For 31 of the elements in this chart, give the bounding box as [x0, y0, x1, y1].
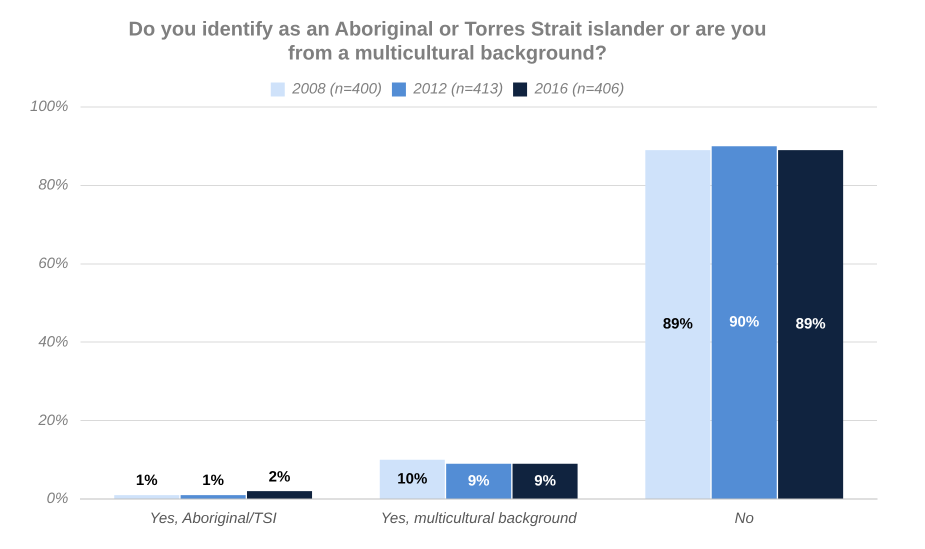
- y-tick-label: 0%: [46, 490, 68, 508]
- y-tick-label: 80%: [38, 176, 68, 194]
- bar: [180, 495, 246, 498]
- y-tick-label: 40%: [38, 333, 68, 350]
- bar: [446, 464, 512, 498]
- data-label: 9%: [468, 472, 490, 490]
- bar: [114, 495, 180, 498]
- data-label: 89%: [662, 315, 693, 332]
- data-label: 2%: [268, 468, 290, 486]
- y-tick-label: 60%: [38, 254, 68, 272]
- y-tick-label: 100%: [30, 98, 68, 116]
- x-tick-label: Yes, multicultural background: [380, 510, 578, 528]
- legend-label: 2008 (n=400): [291, 80, 382, 98]
- data-label: 10%: [397, 470, 428, 488]
- x-tick-label: Yes, Aboriginal/TSI: [150, 510, 277, 528]
- data-label: 89%: [796, 315, 826, 332]
- bar: [645, 150, 710, 498]
- data-label: 1%: [136, 472, 158, 490]
- bar: [512, 464, 578, 498]
- bar: [246, 491, 312, 498]
- bar: [778, 150, 844, 498]
- bar: [712, 146, 777, 498]
- legend-label: 2016 (n=406): [534, 80, 624, 98]
- y-tick-label: 20%: [37, 412, 68, 429]
- legend-label: 2012 (n=413): [412, 80, 504, 98]
- data-label: 1%: [202, 472, 224, 490]
- bar: [380, 460, 445, 498]
- data-label: 90%: [729, 313, 760, 330]
- data-label: 9%: [534, 472, 556, 490]
- x-tick-label: No: [734, 510, 754, 528]
- chart-title: Do you identify as an Aboriginal or Torres Strait islander or are you from a multicultural background?: [128, 18, 766, 65]
